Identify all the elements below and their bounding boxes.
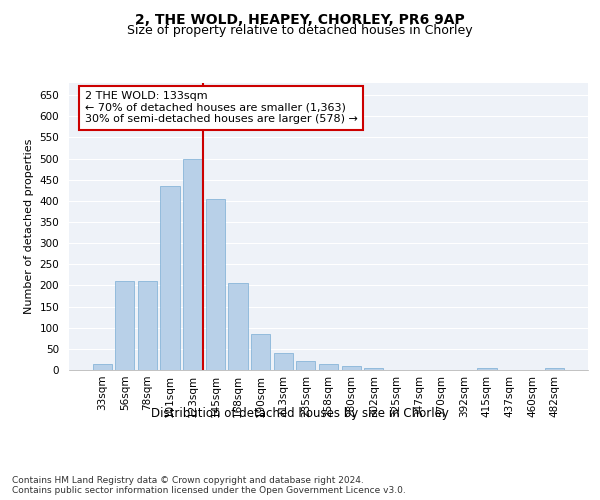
Bar: [206, 199, 225, 370]
Bar: [92, 364, 112, 370]
Text: 2, THE WOLD, HEAPEY, CHORLEY, PR6 9AP: 2, THE WOLD, HEAPEY, CHORLEY, PR6 9AP: [135, 12, 465, 26]
Bar: [477, 368, 497, 370]
Bar: [274, 353, 293, 370]
Bar: [138, 281, 157, 370]
Bar: [160, 186, 180, 370]
Y-axis label: Number of detached properties: Number of detached properties: [24, 138, 34, 314]
Text: 2 THE WOLD: 133sqm
← 70% of detached houses are smaller (1,363)
30% of semi-deta: 2 THE WOLD: 133sqm ← 70% of detached hou…: [85, 91, 358, 124]
Text: Contains HM Land Registry data © Crown copyright and database right 2024.
Contai: Contains HM Land Registry data © Crown c…: [12, 476, 406, 495]
Bar: [296, 360, 316, 370]
Text: Distribution of detached houses by size in Chorley: Distribution of detached houses by size …: [151, 408, 449, 420]
Bar: [229, 284, 248, 370]
Bar: [115, 281, 134, 370]
Bar: [319, 364, 338, 370]
Bar: [341, 366, 361, 370]
Text: Size of property relative to detached houses in Chorley: Size of property relative to detached ho…: [127, 24, 473, 37]
Bar: [364, 368, 383, 370]
Bar: [251, 334, 270, 370]
Bar: [183, 158, 202, 370]
Bar: [545, 368, 565, 370]
